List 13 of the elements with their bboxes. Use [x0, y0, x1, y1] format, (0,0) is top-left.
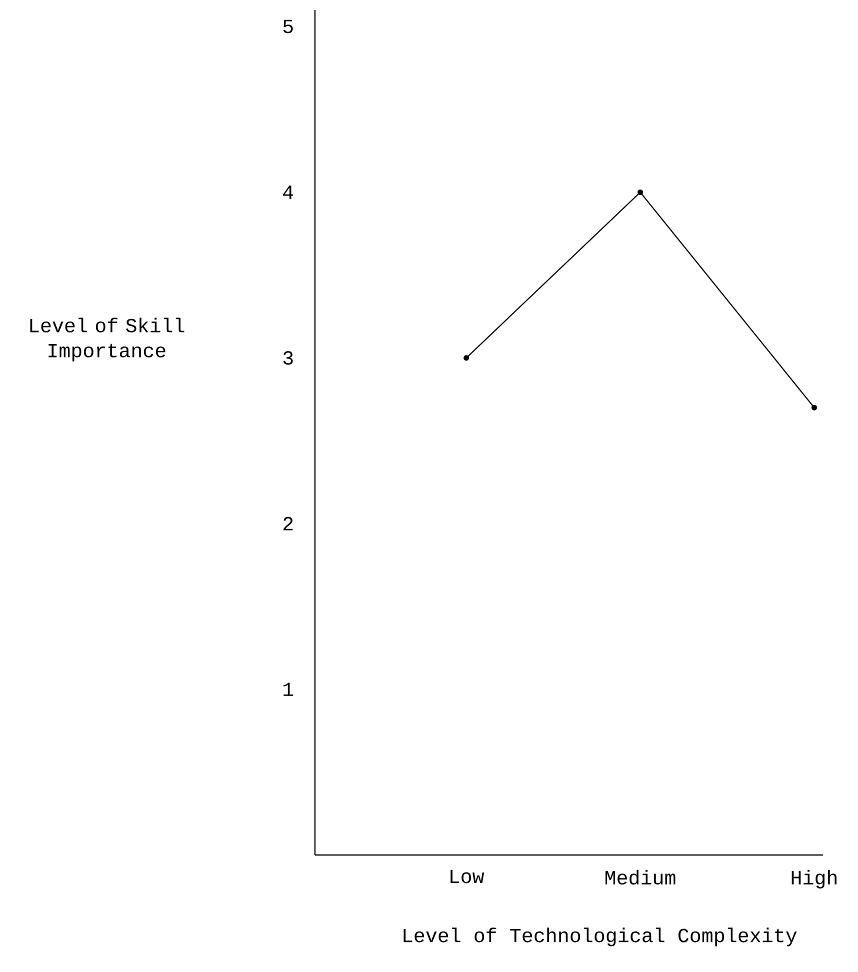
point [464, 355, 470, 361]
y-tick-label: 3 [283, 351, 293, 365]
point [811, 404, 818, 410]
x-tick-label: Medium [606, 870, 676, 885]
y-axis-title: Level of Skill Importance [30, 318, 184, 362]
y-tick-label: 4 [283, 186, 294, 199]
y-tick-label: 1 [284, 682, 294, 696]
y-tick-label: 5 [283, 20, 293, 34]
x-tick-label: Low [450, 870, 484, 884]
point [638, 189, 644, 196]
x-axis-title: Level of Technological Complexity [404, 928, 797, 946]
y-tick-label: 2 [284, 516, 293, 530]
x-tick-label: High [792, 870, 837, 888]
